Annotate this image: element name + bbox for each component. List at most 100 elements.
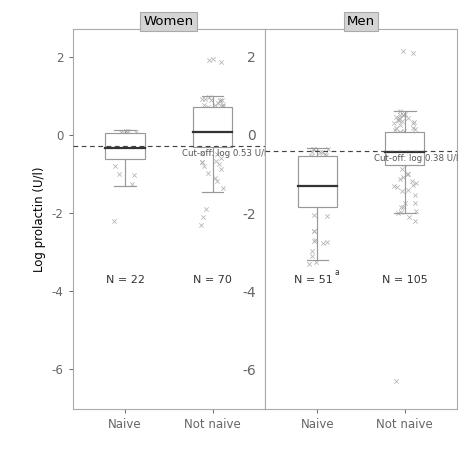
Point [398, 134, 405, 141]
Point [324, 212, 331, 220]
Point [324, 145, 332, 153]
Point [209, 123, 216, 131]
Point [391, 183, 398, 190]
Point [212, 123, 219, 130]
Point [215, 160, 223, 167]
Point [323, 238, 331, 246]
Point [405, 213, 412, 220]
Point [212, 131, 219, 138]
Title: Men: Men [347, 15, 375, 28]
Point [310, 227, 318, 234]
Point [394, 132, 402, 140]
Point [401, 200, 409, 207]
Point [303, 170, 310, 177]
Point [117, 129, 124, 136]
Text: N = 51: N = 51 [294, 274, 333, 285]
Point [219, 127, 227, 134]
Point [324, 188, 331, 195]
Point [400, 148, 407, 155]
Point [218, 165, 225, 172]
Point [411, 136, 419, 143]
Point [411, 217, 419, 224]
Point [412, 179, 419, 186]
Point [318, 149, 326, 156]
Point [205, 129, 213, 136]
Point [398, 187, 406, 194]
Point [311, 191, 319, 198]
Text: Cut-off: log 0.38 U/l: Cut-off: log 0.38 U/l [374, 154, 459, 163]
Point [212, 158, 219, 165]
Point [315, 153, 323, 160]
Point [410, 118, 418, 125]
Point [396, 121, 403, 128]
Text: N = 70: N = 70 [193, 274, 232, 285]
Point [400, 127, 407, 134]
Point [115, 170, 123, 177]
Point [407, 159, 414, 166]
Point [198, 149, 205, 156]
Point [206, 127, 213, 134]
Point [207, 97, 215, 104]
Point [310, 238, 318, 245]
Point [396, 107, 403, 114]
Point [198, 158, 205, 166]
Point [214, 126, 221, 133]
Point [312, 185, 319, 193]
Point [206, 119, 213, 126]
Point [394, 158, 402, 165]
Point [407, 151, 415, 158]
Point [115, 150, 123, 157]
Point [130, 172, 138, 179]
Point [396, 175, 404, 182]
Point [317, 148, 324, 155]
Point [408, 138, 415, 145]
Point [397, 134, 404, 141]
Point [324, 168, 331, 176]
Point [201, 130, 209, 137]
Point [323, 187, 330, 194]
Point [398, 117, 406, 124]
Point [391, 158, 398, 165]
Point [310, 145, 317, 153]
Point [397, 128, 404, 136]
Point [321, 150, 328, 158]
Y-axis label: Log prolactin (U/l): Log prolactin (U/l) [33, 166, 46, 272]
Point [204, 104, 212, 111]
Point [399, 203, 407, 211]
Point [310, 145, 318, 152]
Point [404, 171, 411, 178]
Point [197, 221, 205, 229]
Point [399, 131, 407, 138]
Point [399, 174, 407, 181]
Point [309, 149, 316, 156]
Point [309, 161, 317, 168]
Point [394, 116, 401, 123]
Point [207, 140, 215, 147]
Point [396, 111, 404, 119]
Point [220, 139, 227, 146]
Point [396, 159, 404, 166]
Point [203, 124, 210, 131]
Point [404, 114, 411, 121]
Point [307, 153, 315, 160]
Point [321, 161, 328, 168]
Point [394, 209, 402, 216]
Point [315, 184, 323, 191]
Point [396, 114, 403, 122]
Point [305, 260, 312, 268]
Point [316, 170, 324, 177]
Point [210, 122, 217, 129]
Point [198, 96, 205, 103]
Text: N = 22: N = 22 [106, 274, 144, 285]
Point [115, 146, 123, 154]
Point [210, 55, 217, 62]
Title: Women: Women [144, 15, 194, 28]
Point [303, 183, 311, 190]
Point [207, 126, 214, 133]
Point [411, 143, 419, 150]
Point [322, 151, 330, 158]
Point [310, 211, 318, 218]
Point [220, 109, 227, 116]
Bar [298, 156, 337, 207]
Point [393, 183, 401, 190]
